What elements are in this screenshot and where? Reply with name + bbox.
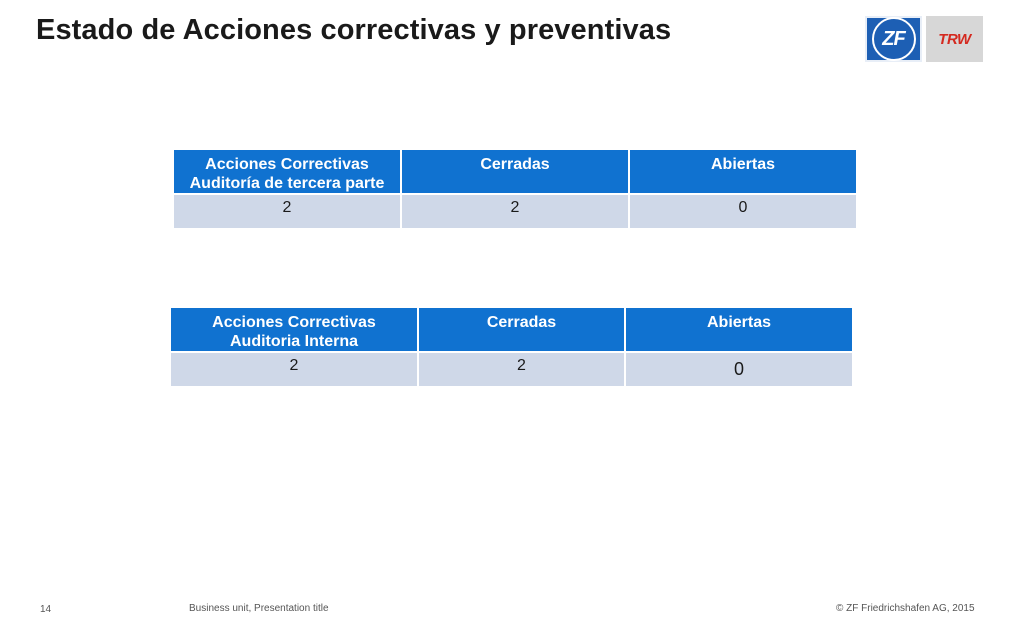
- cell-cerradas: 2: [400, 193, 630, 230]
- header-cerradas: Cerradas: [400, 148, 630, 195]
- cell-abiertas: 0: [624, 351, 854, 388]
- presentation-title: Business unit, Presentation title: [189, 603, 329, 614]
- header-line: Cerradas: [480, 156, 550, 173]
- table-header-row: Acciones Correctivas Auditoría de tercer…: [172, 148, 858, 195]
- cell-abiertas: 0: [628, 193, 858, 230]
- header-line: Auditoria Interna: [229, 333, 358, 350]
- table-row: 2 2 0: [172, 193, 858, 230]
- header-line: Abiertas: [706, 314, 772, 331]
- header-line: Acciones Correctivas: [212, 314, 376, 331]
- table-row: 2 2 0: [169, 351, 854, 388]
- cell-total: 2: [172, 193, 402, 230]
- header-line: Cerradas: [486, 314, 557, 331]
- zf-logo: ZF: [865, 16, 922, 62]
- third-party-audit-table: Acciones Correctivas Auditoría de tercer…: [172, 148, 858, 230]
- header-acciones-correctivas: Acciones Correctivas Auditoría de tercer…: [172, 148, 402, 195]
- trw-logo: TRW: [926, 16, 983, 62]
- cell-total: 2: [169, 351, 419, 388]
- header-line: Abiertas: [710, 156, 776, 173]
- header-abiertas: Abiertas: [624, 306, 854, 353]
- header-line: Auditoría de tercera parte: [189, 175, 385, 192]
- cell-cerradas: 2: [417, 351, 626, 388]
- slide-title: Estado de Acciones correctivas y prevent…: [36, 14, 672, 46]
- header-cerradas: Cerradas: [417, 306, 626, 353]
- header-abiertas: Abiertas: [628, 148, 858, 195]
- header-line: Acciones Correctivas: [205, 156, 369, 173]
- zf-logo-mark: ZF: [871, 17, 916, 61]
- trw-logo-mark: TRW: [938, 30, 971, 48]
- table-header-row: Acciones Correctivas Auditoria Interna C…: [169, 306, 854, 353]
- page-number: 14: [40, 604, 52, 615]
- header-acciones-correctivas: Acciones Correctivas Auditoria Interna: [169, 306, 419, 353]
- copyright: © ZF Friedrichshafen AG, 2015: [836, 603, 975, 614]
- internal-audit-table: Acciones Correctivas Auditoria Interna C…: [169, 306, 854, 388]
